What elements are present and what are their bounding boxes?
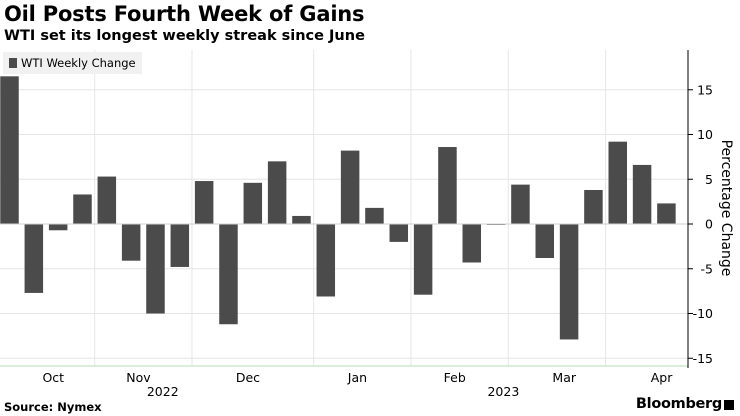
bar-13	[316, 224, 336, 297]
y-tick-label-0: 15	[697, 82, 713, 97]
bar-14	[340, 150, 360, 224]
x-month-label-2: Dec	[236, 370, 260, 385]
bar-3	[73, 194, 92, 224]
x-month-label-5: Mar	[552, 370, 576, 385]
bar-17	[413, 224, 433, 295]
bar-7	[170, 224, 190, 267]
y-tick-label-3: 0	[705, 217, 713, 232]
bar-11	[267, 161, 287, 224]
x-month-label-3: Jan	[347, 370, 367, 385]
bar-1	[24, 224, 44, 293]
source-note: Source: Nymex	[4, 400, 102, 414]
y-tick-label-5: -10	[693, 306, 713, 321]
x-month-label-0: Oct	[42, 370, 64, 385]
legend: WTI Weekly Change	[3, 52, 142, 74]
y-axis-title: Percentage Change	[718, 140, 734, 277]
x-month-label-4: Feb	[444, 370, 466, 385]
bar-24	[584, 189, 603, 224]
chart-title: Oil Posts Fourth Week of Gains	[4, 2, 365, 26]
bar-21	[511, 184, 530, 224]
bar-6	[146, 224, 165, 314]
legend-swatch	[9, 58, 17, 68]
x-year-label-1: 2023	[487, 384, 519, 399]
bloomberg-logo: Bloomberg	[635, 396, 722, 412]
bar-10	[243, 182, 263, 224]
chart-subtitle: WTI set its longest weekly streak since …	[4, 28, 365, 44]
bar-19	[462, 224, 482, 263]
bar-4	[97, 176, 117, 224]
bar-2	[48, 224, 68, 231]
y-tick-label-4: -5	[701, 261, 713, 276]
bloomberg-mark-icon	[724, 400, 734, 410]
bar-0	[0, 76, 19, 224]
bar-12	[292, 215, 311, 224]
y-tick-label-6: -15	[693, 351, 713, 366]
bar-16	[389, 224, 409, 242]
bar-26	[632, 164, 652, 224]
bar-8	[194, 181, 214, 224]
bar-5	[121, 224, 141, 261]
bar-23	[559, 224, 579, 340]
y-tick-label-1: 10	[697, 127, 713, 142]
x-year-label-0: 2022	[147, 384, 179, 399]
x-month-label-1: Nov	[126, 370, 151, 385]
bar-27	[657, 203, 676, 224]
legend-label: WTI Weekly Change	[21, 56, 136, 70]
bar-25	[608, 141, 627, 224]
bar-9	[219, 224, 238, 325]
bar-18	[438, 147, 457, 224]
y-tick-label-2: 5	[705, 172, 713, 187]
bar-22	[535, 224, 555, 259]
bar-15	[365, 207, 384, 224]
x-month-label-6: Apr	[651, 370, 673, 385]
